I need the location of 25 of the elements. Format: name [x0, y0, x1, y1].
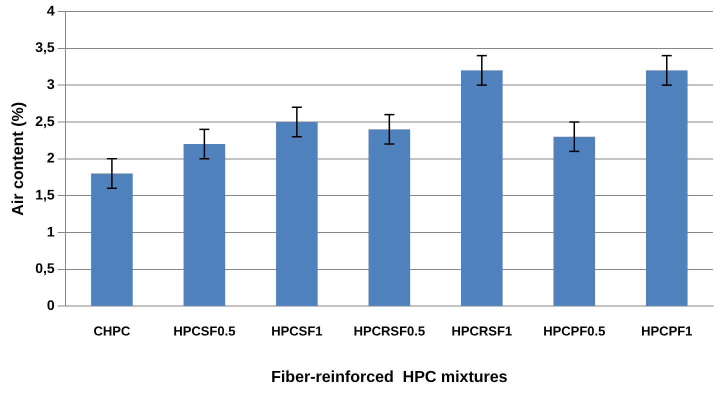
bar: [461, 70, 503, 306]
bar: [553, 136, 596, 306]
x-tick-label: HPCPF1: [641, 324, 692, 339]
x-tick-label: HPCRSF0.5: [354, 324, 426, 339]
y-tick-label: 1: [46, 223, 55, 240]
x-tick-label: HPCPF0.5: [543, 324, 606, 339]
bar: [184, 144, 226, 306]
y-tick-label: 4: [46, 2, 55, 18]
bar: [646, 70, 688, 306]
y-axis-title: Air content (%): [10, 102, 28, 216]
bar: [368, 129, 410, 306]
y-tick-label: 0,5: [35, 260, 55, 276]
bar: [91, 174, 133, 306]
x-tick-label: HPCRSF1: [451, 324, 512, 339]
y-tick-label: 3: [46, 76, 55, 92]
y-tick-label: 0: [46, 297, 55, 314]
y-tick-label: 2: [46, 150, 55, 166]
x-axis-title: Fiber-reinforced HPC mixtures: [271, 368, 508, 386]
x-tick-label: HPCSF0.5: [173, 324, 236, 339]
y-tick-label: 1,5: [35, 186, 55, 203]
bar: [276, 122, 318, 306]
y-tick-label: 2,5: [35, 112, 55, 129]
x-tick-label: HPCSF1: [271, 324, 323, 339]
x-tick-label: CHPC: [93, 324, 131, 339]
y-tick-label: 3,5: [35, 39, 55, 56]
